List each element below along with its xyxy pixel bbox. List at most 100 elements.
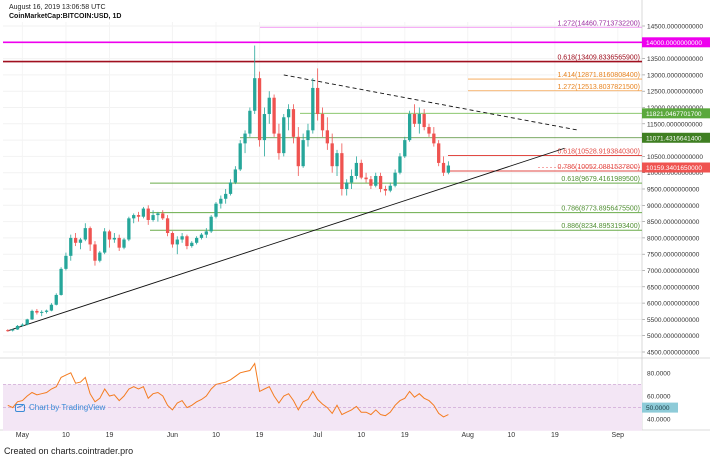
candle-body [136,215,141,217]
candle-body [316,87,320,115]
candle-body [412,114,417,124]
candle-body [311,87,315,131]
candle-body [427,127,431,134]
price-tick-label: 4500.0000000000 [647,350,700,357]
level-tag-label: 11071.4316641400 [646,135,702,142]
candle-body [175,239,179,245]
candle-body [141,208,146,217]
date-tick-label: Aug [461,432,474,439]
date-tick-label: 10 [62,432,70,439]
price-tick-label: 11500.0000000000 [647,121,703,128]
tradingview-watermark[interactable]: Chart by TradingView [15,403,105,412]
candle-body [296,136,300,167]
candle-body [44,310,49,312]
candle-body [417,114,421,124]
price-tick-label: 12500.0000000000 [647,89,703,96]
candle-body [393,172,397,186]
candle-body [122,239,126,248]
level-label: 1.272(12513.8037821500) [557,84,640,91]
candle-body [286,109,291,118]
candle-body [383,189,388,191]
rsi-line [7,362,449,418]
candle-body [262,114,267,141]
candle-body [185,236,189,247]
candle-body [277,133,281,154]
candle-body [20,324,25,326]
candle-body [180,236,184,240]
candle-body [199,234,204,238]
candle-body [156,213,160,216]
candle-body [291,109,296,137]
candle-body [224,193,228,199]
date-tick-label: 10 [507,432,515,439]
candle-body [11,329,15,331]
candle-body [146,208,150,220]
candle-body [204,231,208,235]
candle-body [248,110,252,134]
candle-body [132,215,136,219]
date-tick-label: 19 [106,432,114,439]
candle-body [243,133,247,144]
candle-body [117,237,121,248]
candle-body [364,177,368,180]
date-tick-label: 19 [401,432,409,439]
candle-body [40,311,44,313]
candle-body [112,237,116,240]
candle-body [432,133,436,144]
candle-body [127,218,131,240]
candle-body [238,143,242,170]
level-tag-label: 14000.0000000000 [646,40,702,47]
candle-body [369,179,373,186]
price-tick-label: 13500.0000000000 [647,56,703,63]
candle-body [398,156,402,173]
price-tick-label: 7500.0000000000 [647,252,700,259]
candle-body [257,78,262,141]
candle-body [214,203,218,217]
level-label: 0.886(8234.8953193400) [561,223,640,230]
candle-body [73,237,78,243]
candle-body [378,175,383,189]
candle-body [170,233,175,245]
candle-body [407,114,412,141]
candle-body [83,228,87,240]
level-label: 1.272(14460.7713732200) [557,20,640,27]
candle-body [282,117,286,154]
candle-body [325,130,329,144]
candle-body [165,218,170,234]
candle-body [374,175,378,186]
candle-body [64,255,68,269]
chart-icon [15,403,25,412]
rsi-tag-label: 50.0000 [646,405,670,412]
level-price-tag [642,37,710,48]
price-tick-label: 5000.0000000000 [647,333,700,340]
price-tick-label: 13000.0000000000 [647,72,703,79]
level-price-tag [642,108,710,119]
ascending-trendline [7,147,565,332]
candle-body [49,304,54,311]
candle-body [354,162,359,176]
level-price-tag [642,132,710,143]
candle-body [93,244,97,261]
candle-body [359,162,363,178]
candle-body [103,231,107,253]
price-tick-label: 8500.0000000000 [647,219,700,226]
descending-trendline [283,74,580,131]
candle-body [78,239,83,243]
candle-body [59,268,63,295]
level-label: 0.618(9679.4161989500) [561,176,640,183]
candle-body [403,140,407,157]
rsi-tick-label: 80.0000 [647,370,671,377]
candle-body [25,319,29,325]
chart-symbol: CoinMarketCap:BITCOIN:USD, 1D [9,13,122,20]
candle-body [422,114,426,128]
candle-body [35,310,39,313]
candle-body [107,231,112,240]
watermark-text: Chart by TradingView [29,403,106,412]
candle-body [340,153,344,189]
candle-body [253,78,257,111]
level-label: 0.618(10528.9193840300) [557,148,640,155]
candle-body [98,252,102,261]
price-tick-label: 8000.0000000000 [647,235,700,242]
level-label: 0.618(13409.8336565900) [557,55,640,62]
